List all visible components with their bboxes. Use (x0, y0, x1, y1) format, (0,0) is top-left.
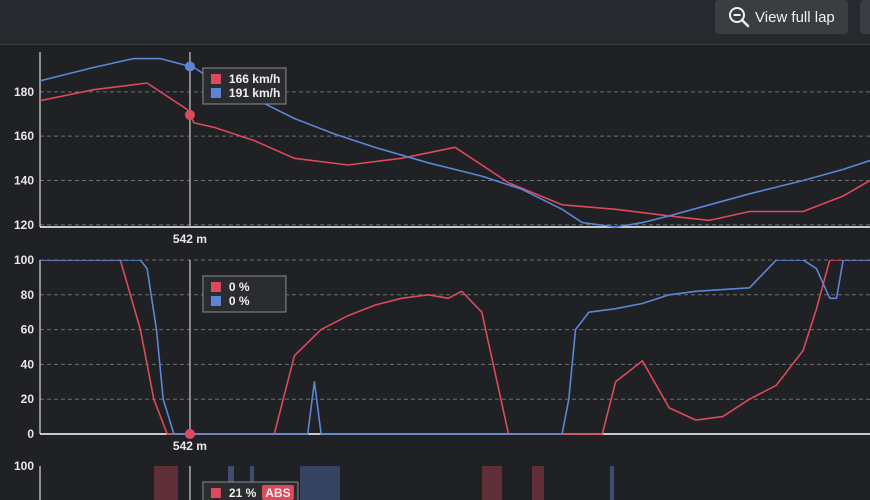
cursor-tooltip: 21 % ABS (202, 481, 299, 500)
view-full-lap-label: View full lap (755, 8, 835, 26)
toolbar-next-button[interactable] (860, 0, 870, 34)
brake-band (532, 466, 544, 500)
y-tick-label: 80 (21, 288, 35, 302)
tooltip-value: 0 % (229, 294, 250, 308)
magnifier-minus-icon (729, 7, 750, 28)
cursor-distance-label: 542 m (173, 232, 207, 246)
abs-badge (261, 485, 294, 500)
chart-panel-brake[interactable]: 100 21 % ABS (14, 459, 614, 500)
brake-band (300, 466, 340, 500)
legend-swatch (210, 74, 221, 84)
y-tick-label: 60 (21, 323, 35, 337)
y-tick-label: 40 (21, 357, 35, 371)
top-toolbar: View full lap (0, 0, 870, 45)
series-line-a (40, 82, 870, 222)
y-tick-label: 100 (14, 459, 34, 473)
y-tick-label: 20 (21, 392, 35, 406)
tooltip-value: 21 % (229, 486, 257, 500)
legend-swatch (210, 282, 221, 292)
series-line-b (40, 260, 870, 435)
y-tick-label: 100 (14, 253, 34, 267)
y-tick-label: 120 (14, 218, 34, 232)
view-full-lap-button[interactable]: View full lap (715, 0, 848, 34)
chart-panel-throttle[interactable]: 0 20 40 60 80 100 542 m 0 %0 % (14, 253, 870, 453)
cursor-distance-label: 542 m (173, 439, 207, 453)
cursor-point (184, 429, 195, 439)
y-tick-label: 0 (27, 427, 34, 441)
tooltip-value: 166 km/h (229, 72, 280, 86)
cursor-point (184, 109, 195, 120)
tooltip-value: 0 % (229, 280, 250, 294)
y-tick-label: 160 (14, 129, 34, 143)
cursor-tooltip: 0 %0 % (202, 275, 287, 313)
legend-swatch (210, 88, 221, 98)
series-line-a (40, 260, 870, 435)
series-line-b (40, 57, 870, 228)
brake-band (482, 466, 502, 500)
y-tick-label: 180 (14, 85, 34, 99)
brake-band (154, 466, 178, 500)
y-tick-label: 140 (14, 173, 34, 187)
cursor-point (184, 61, 195, 72)
legend-swatch (210, 296, 221, 306)
legend-swatch (210, 488, 221, 498)
brake-band (610, 466, 614, 500)
tooltip-value: 191 km/h (229, 86, 280, 100)
abs-badge-label: ABS (265, 486, 290, 500)
